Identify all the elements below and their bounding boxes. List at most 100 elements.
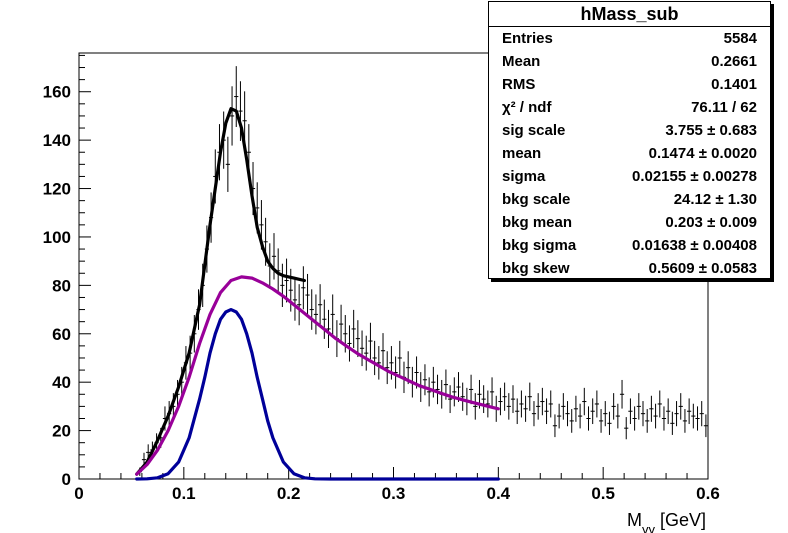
data-point [498,387,503,416]
data-point [657,390,662,418]
data-point [406,351,411,385]
data-point [271,233,277,280]
data-point [351,309,356,348]
data-point [594,390,599,418]
data-point [607,411,612,435]
data-point [359,330,365,367]
data-point [309,289,314,330]
data-point [586,406,591,431]
stats-label: RMS [502,76,536,93]
y-tick-label: 60 [52,325,71,344]
data-point [372,340,377,376]
data-point [347,325,352,362]
stats-row: bkg scale 24.12 ± 1.30 [489,188,770,211]
data-point [284,258,289,303]
data-point [624,417,629,440]
data-point [653,403,658,429]
stats-value: 0.203 ± 0.009 [665,214,757,231]
data-point [540,387,545,416]
data-point [578,403,583,429]
data-point [611,393,616,420]
data-point [569,409,574,433]
x-tick-label: 0 [74,484,83,503]
data-point [519,390,524,418]
data-point [460,382,465,411]
stats-value: 0.1401 [711,76,757,93]
data-point [489,377,495,407]
data-point [590,398,595,425]
data-point [582,387,587,416]
data-point [326,309,331,348]
data-point [632,406,637,431]
data-point [661,406,667,431]
data-point [510,385,516,414]
data-point [502,382,507,411]
data-point [640,401,646,427]
x-tick-label: 0.3 [382,484,406,503]
data-point [565,401,570,427]
data-point [544,398,549,425]
stats-value: 0.02155 ± 0.00278 [631,168,757,185]
stats-label: sigma [502,168,546,185]
stats-label: χ² / ndf [502,99,552,116]
background-fit-curve [135,275,500,476]
data-point [674,401,679,427]
data-point [305,273,310,317]
signal-fit-curve [135,308,500,481]
data-point [645,409,650,433]
data-point [682,409,688,433]
y-tick-label: 100 [43,228,71,247]
y-tick-label: 160 [43,83,71,102]
stats-value: 0.01638 ± 0.00408 [631,237,757,254]
x-axis-title: Mγγ [GeV] [627,510,706,533]
stats-row: bkg sigma 0.01638 ± 0.00408 [489,234,770,257]
data-point [691,403,696,429]
data-point [628,398,633,425]
data-point [456,372,461,402]
data-point [313,294,319,335]
data-point [385,351,390,385]
x-tick-label: 0.1 [172,484,196,503]
stats-label: bkg mean [502,214,573,231]
data-point [380,333,386,369]
x-tick-label: 0.5 [591,484,615,503]
data-point [615,403,620,429]
stats-box-title: hMass_sub [489,2,770,27]
data-point [603,401,608,427]
data-point [473,393,478,420]
data-point [561,393,566,420]
data-point [485,390,490,418]
data-point [322,299,327,339]
data-point [703,414,708,438]
data-point [552,414,558,438]
data-point [687,398,692,425]
data-point [330,294,335,335]
data-point [678,393,683,420]
data-point [292,279,298,321]
stats-label: bkg sigma [502,237,577,254]
stats-value: 24.12 ± 1.30 [673,191,757,208]
data-point [225,136,230,192]
stats-value: 0.1474 ± 0.0020 [648,145,757,162]
stats-row: bkg mean 0.203 ± 0.009 [489,211,770,234]
data-point [376,346,381,380]
data-point [515,398,520,425]
data-point [422,364,428,396]
data-point [536,393,541,420]
stats-value: 0.5609 ± 0.0583 [648,260,757,277]
data-points [137,66,708,476]
data-point [531,401,537,427]
data-point [699,401,704,427]
x-tick-label: 0.2 [277,484,301,503]
data-point [548,390,553,418]
data-point [670,411,675,435]
data-point [234,66,239,127]
stats-box: hMass_sub Entries 5584 Mean 0.2661 RMS 0.1401… [488,1,771,279]
x-tick-label: 0.6 [696,484,720,503]
stats-label: Entries [502,30,553,47]
data-point [506,393,511,420]
stats-row: bkg skew 0.5609 ± 0.0583 [489,257,770,280]
data-point [573,395,579,422]
stats-label: mean [502,145,542,162]
